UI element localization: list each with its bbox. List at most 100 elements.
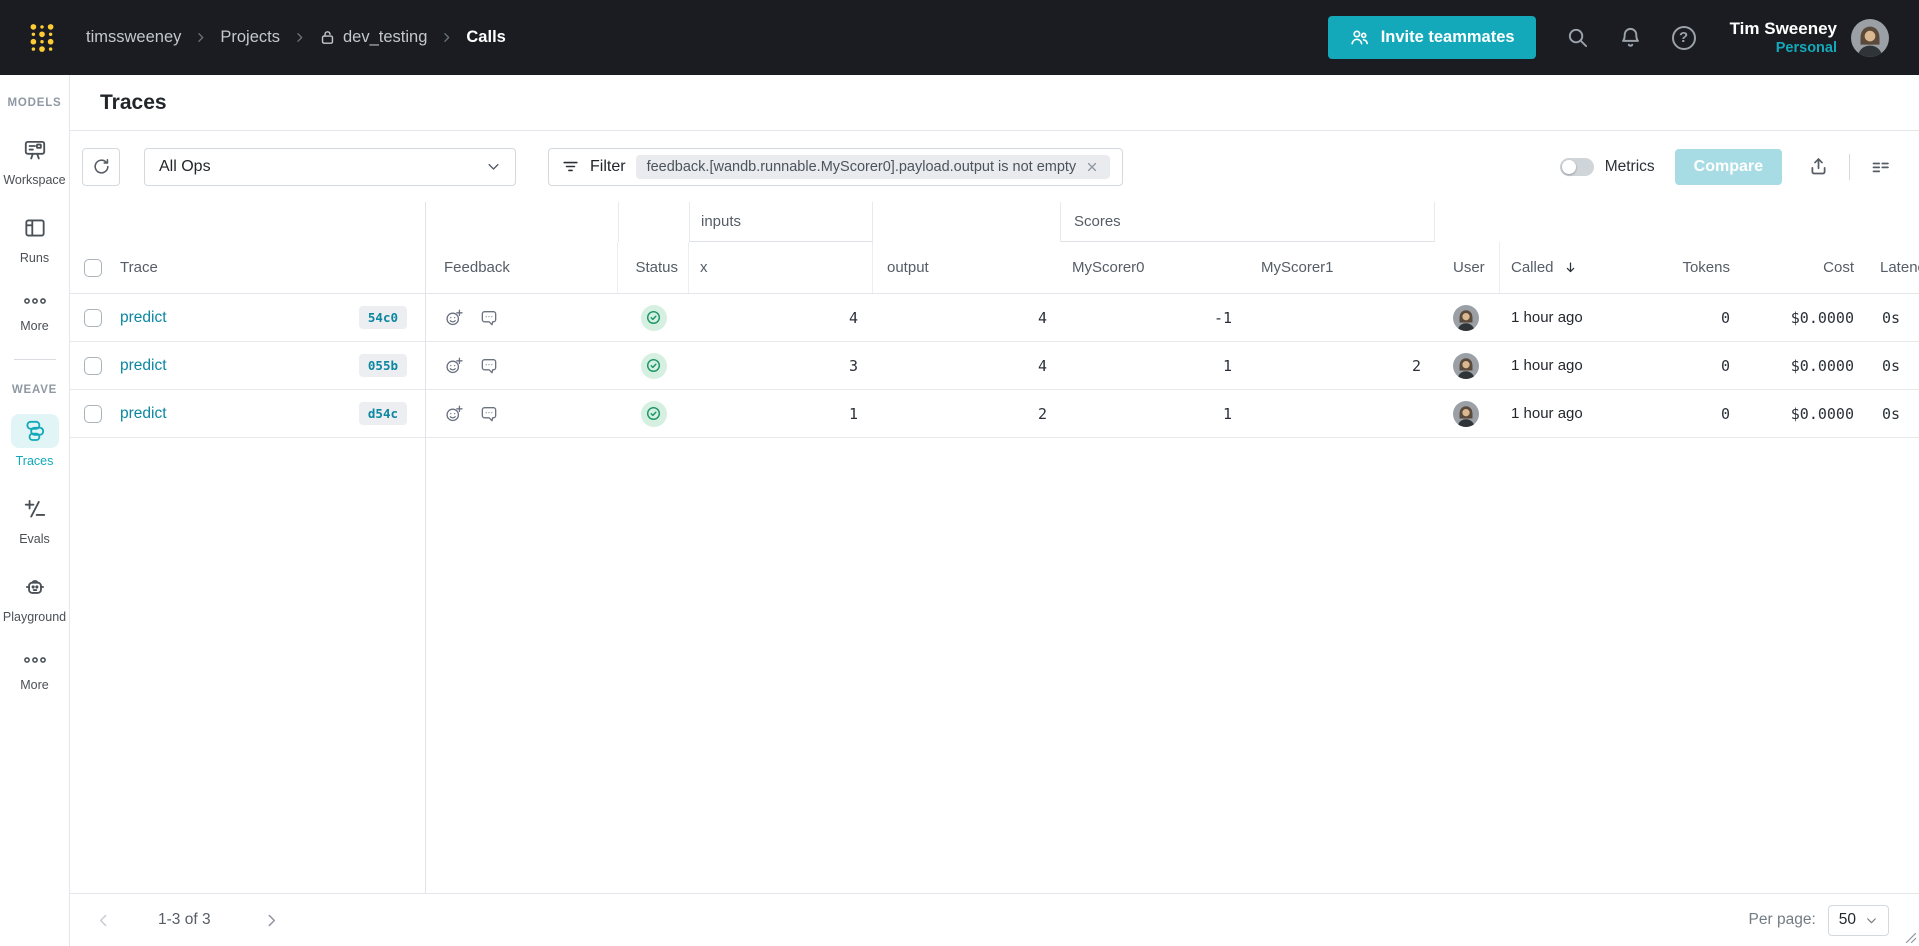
user-account: Personal <box>1775 39 1837 56</box>
sidebar-item-more-weave[interactable]: More <box>0 648 69 692</box>
column-header-latency[interactable]: Latency <box>1880 259 1919 276</box>
calls-table: inputs Scores Trace Feedback Status x ou… <box>70 202 1919 893</box>
invite-teammates-button[interactable]: Invite teammates <box>1327 16 1536 59</box>
trace-link[interactable]: predict <box>120 404 167 422</box>
add-reaction-icon[interactable] <box>444 308 464 328</box>
filter-label: Filter <box>590 157 626 175</box>
cell-myscorer1 <box>1247 390 1435 437</box>
cell-tokens: 0 <box>1720 356 1730 375</box>
column-header-called[interactable]: Called <box>1500 242 1622 293</box>
sidebar-item-traces[interactable]: Traces <box>0 414 69 468</box>
comment-icon[interactable] <box>479 404 499 424</box>
per-page-control: Per page: 50 <box>1749 904 1889 936</box>
trace-id-chip[interactable]: 54c0 <box>358 306 407 329</box>
column-header-x[interactable]: x <box>689 242 873 293</box>
cell-called: 1 hour ago <box>1511 309 1583 326</box>
breadcrumb-projects[interactable]: Projects <box>220 28 280 46</box>
trace-link[interactable]: predict <box>120 308 167 326</box>
refresh-button[interactable] <box>82 147 120 186</box>
table-row: predict 54c0 4 4 -1 1 hour ago <box>70 294 1919 342</box>
sidebar-item-runs[interactable]: Runs <box>0 211 69 265</box>
column-header-myscorer0[interactable]: MyScorer0 <box>1072 259 1145 276</box>
comment-icon[interactable] <box>479 308 499 328</box>
lock-icon <box>319 29 336 46</box>
pagination-range: 1-3 of 3 <box>158 911 211 928</box>
search-icon[interactable] <box>1566 26 1589 49</box>
sidebar-item-workspace[interactable]: Workspace <box>0 133 69 187</box>
select-all-checkbox[interactable] <box>84 258 102 277</box>
sidebar-item-more-models[interactable]: More <box>0 289 69 333</box>
sidebar-item-evals[interactable]: Evals <box>0 492 69 546</box>
sidebar-item-label: More <box>20 319 49 333</box>
toolbar: All Ops Filter feedback.[wandb.runnable.… <box>70 131 1919 202</box>
column-header-trace[interactable]: Trace <box>120 259 158 276</box>
status-success-icon <box>640 304 667 331</box>
comment-icon[interactable] <box>479 356 499 376</box>
cell-latency: 0s <box>1881 404 1900 423</box>
wandb-logo-icon[interactable] <box>28 22 56 54</box>
filter-bar[interactable]: Filter feedback.[wandb.runnable.MyScorer… <box>548 147 1124 186</box>
table-header-row: Trace Feedback Status x output MyScorer0… <box>70 242 1919 294</box>
avatar[interactable] <box>1851 18 1889 57</box>
breadcrumb-project-label: dev_testing <box>342 28 428 46</box>
column-header-myscorer1[interactable]: MyScorer1 <box>1261 259 1334 276</box>
row-checkbox[interactable] <box>84 356 102 375</box>
bell-icon[interactable] <box>1619 26 1642 49</box>
column-header-status[interactable]: Status <box>618 242 689 293</box>
compare-button[interactable]: Compare <box>1674 148 1782 185</box>
help-icon[interactable]: ? <box>1671 25 1696 50</box>
sidebar: MODELS Workspace Runs More WEAVE Tra <box>0 75 70 946</box>
column-header-user[interactable]: User <box>1435 242 1500 293</box>
column-header-feedback[interactable]: Feedback <box>425 242 618 293</box>
previous-page-icon[interactable] <box>95 912 112 929</box>
metrics-label: Metrics <box>1604 157 1655 175</box>
workspace-icon <box>22 137 48 163</box>
trace-id-chip[interactable]: 055b <box>358 354 407 377</box>
metrics-toggle[interactable] <box>1559 157 1594 176</box>
cell-latency: 0s <box>1881 308 1900 327</box>
close-icon[interactable] <box>1085 160 1099 174</box>
breadcrumb-project[interactable]: dev_testing <box>319 28 427 47</box>
user-name: Tim Sweeney <box>1729 18 1837 38</box>
per-page-value: 50 <box>1838 911 1856 928</box>
add-reaction-icon[interactable] <box>444 404 464 424</box>
sidebar-section-weave: WEAVE <box>11 384 58 396</box>
trace-link[interactable]: predict <box>120 356 167 374</box>
breadcrumb-entity[interactable]: timssweeney <box>86 28 182 46</box>
breadcrumb: timssweeney Projects dev_testing Calls <box>86 28 506 47</box>
column-manager-icon[interactable] <box>1870 156 1891 177</box>
cell-latency: 0s <box>1881 356 1900 375</box>
trace-id-chip[interactable]: d54c <box>358 402 407 425</box>
filter-chip[interactable]: feedback.[wandb.runnable.MyScorer0].payl… <box>635 154 1111 179</box>
export-icon[interactable] <box>1808 156 1829 177</box>
breadcrumb-page[interactable]: Calls <box>466 28 506 46</box>
cell-input-x: 1 <box>848 404 858 423</box>
user-menu[interactable]: Tim Sweeney Personal <box>1730 18 1837 58</box>
ops-filter-value: All Ops <box>159 157 211 175</box>
playground-icon <box>22 574 48 600</box>
sidebar-item-playground[interactable]: Playground <box>0 570 69 624</box>
cell-cost: $0.0000 <box>1790 404 1854 423</box>
chevron-right-icon <box>440 31 453 44</box>
sidebar-divider <box>13 359 56 360</box>
sidebar-item-label: Runs <box>19 251 50 265</box>
column-header-tokens[interactable]: Tokens <box>1682 259 1730 276</box>
next-page-icon[interactable] <box>263 912 280 929</box>
row-checkbox[interactable] <box>84 404 102 423</box>
runs-icon <box>22 215 48 241</box>
table-group-header-row: inputs Scores <box>70 202 1919 242</box>
more-dots-icon <box>23 652 47 668</box>
ops-filter-select[interactable]: All Ops <box>144 147 516 186</box>
add-reaction-icon[interactable] <box>444 356 464 376</box>
resize-handle[interactable] <box>1906 933 1916 943</box>
column-header-output[interactable]: output <box>887 259 929 276</box>
per-page-select[interactable]: 50 <box>1827 904 1889 936</box>
row-checkbox[interactable] <box>84 308 102 327</box>
toolbar-right: Metrics Compare <box>1559 148 1891 185</box>
cell-myscorer0: -1 <box>1213 308 1232 327</box>
top-navbar: timssweeney Projects dev_testing Calls <box>0 0 1919 75</box>
column-header-cost[interactable]: Cost <box>1823 259 1854 276</box>
sidebar-item-label: Workspace <box>3 173 66 187</box>
main-content: Traces All Ops Filter feedback.[wandb.ru… <box>70 75 1919 946</box>
invite-teammates-label: Invite teammates <box>1380 28 1515 46</box>
